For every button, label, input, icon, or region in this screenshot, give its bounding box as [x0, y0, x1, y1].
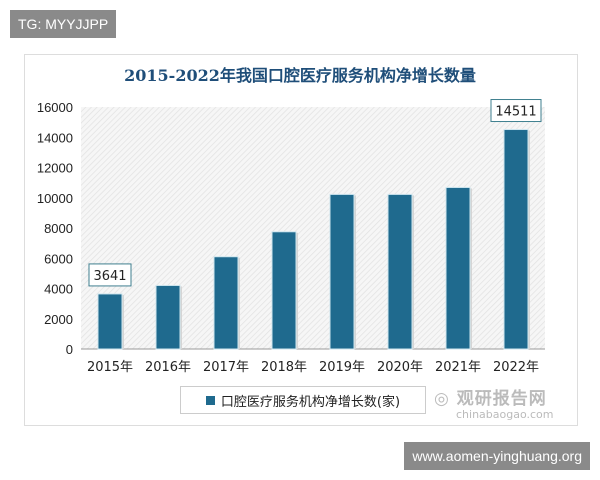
- data-label-box: [490, 99, 542, 123]
- y-tick-label: 16000: [37, 100, 73, 115]
- chart-title: 2015-2022年我国口腔医疗服务机构净增长数量: [124, 66, 476, 85]
- legend: 口腔医疗服务机构净增长数(家): [180, 386, 426, 414]
- watermark-logo: ◎ 观研报告网 chinabaogao.com: [434, 390, 554, 421]
- bar: [445, 186, 471, 350]
- data-label: 14511: [495, 105, 536, 120]
- data-label: 3641: [93, 269, 126, 284]
- watermark-name: 观研报告网: [456, 389, 547, 409]
- y-tick-label: 8000: [44, 221, 73, 236]
- x-tick-label: 2020年: [377, 360, 423, 375]
- data-label-box: [88, 263, 132, 287]
- y-tick-label: 6000: [44, 251, 73, 266]
- x-tick-label: 2015年: [87, 360, 133, 375]
- y-tick-label: 0: [66, 342, 73, 357]
- x-tick-label: 2017年: [203, 360, 249, 375]
- y-tick-label: 12000: [37, 161, 73, 176]
- y-tick-label: 14000: [37, 130, 73, 145]
- overlay-url-label: www.aomen-yinghuang.org: [404, 442, 590, 470]
- plot-background: [81, 107, 545, 349]
- bar: [213, 256, 239, 350]
- x-tick-label: 2019年: [319, 360, 365, 375]
- bar: [155, 284, 181, 350]
- y-tick-label: 4000: [44, 282, 73, 297]
- legend-label: 口腔医疗服务机构净增长数(家): [220, 394, 401, 410]
- y-tick-label: 2000: [44, 312, 73, 327]
- bar: [329, 193, 355, 350]
- bar: [387, 193, 413, 350]
- x-tick-label: 2022年: [493, 360, 539, 375]
- bar: [503, 129, 529, 350]
- y-tick-label: 10000: [37, 191, 73, 206]
- bar: [271, 231, 297, 350]
- watermark-url: chinabaogao.com: [456, 407, 554, 421]
- bar: [97, 293, 123, 350]
- legend-swatch: [205, 395, 215, 405]
- x-tick-label: 2021年: [435, 360, 481, 375]
- watermark-logo-icon: ◎: [434, 389, 457, 409]
- x-tick-label: 2018年: [261, 360, 307, 375]
- overlay-tg-label: TG: MYYJJPP: [10, 10, 117, 38]
- x-tick-label: 2016年: [145, 360, 191, 375]
